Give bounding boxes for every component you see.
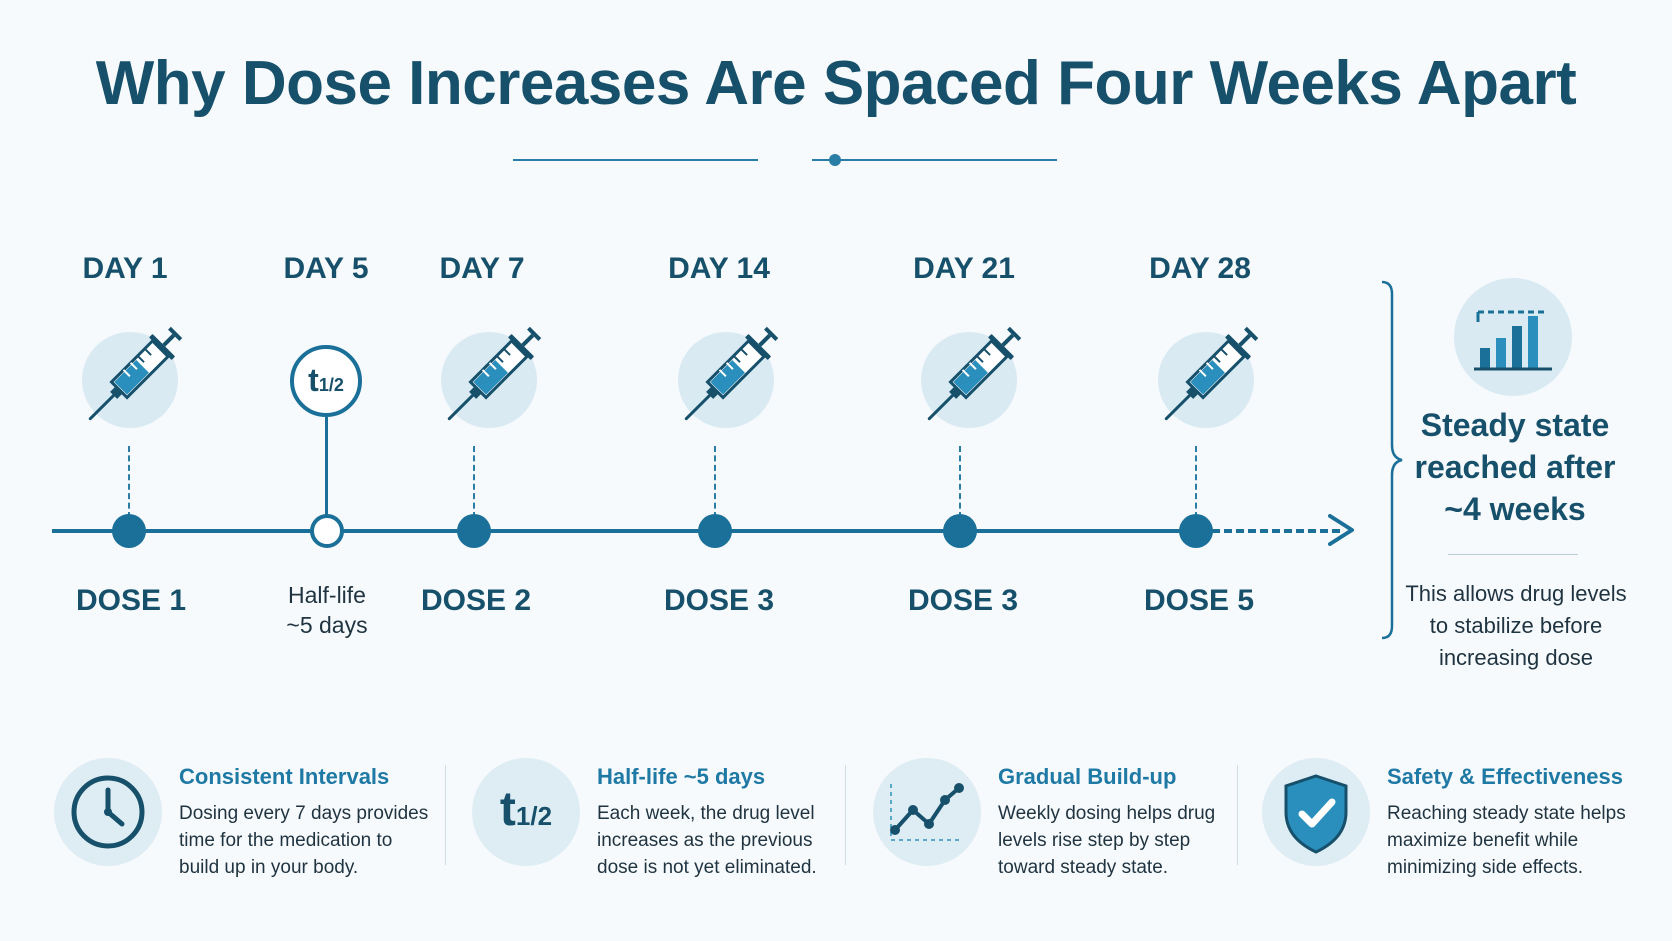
summary-divider xyxy=(1448,554,1578,555)
dose-label: DOSE 3 xyxy=(663,584,775,617)
syringe-icon xyxy=(88,326,183,421)
card-title: Safety & Effectiveness xyxy=(1387,764,1623,789)
summary-text: This allows drug levels to stabilize bef… xyxy=(1405,581,1627,670)
clock-icon xyxy=(71,775,145,849)
dose-label: DOSE 5 xyxy=(1143,584,1255,617)
card-separator xyxy=(1237,765,1238,865)
trend-line-icon xyxy=(890,783,964,841)
dose-label: DOSE 2 xyxy=(420,584,532,617)
dose-connector xyxy=(473,446,475,518)
half-life-connector xyxy=(325,417,328,517)
dose-node xyxy=(112,514,146,548)
syringe-icon xyxy=(927,326,1022,421)
summary-brace xyxy=(1381,280,1403,640)
bar-chart-icon xyxy=(1474,310,1552,371)
half-life-node xyxy=(310,514,344,548)
day-label: DAY 7 xyxy=(439,252,525,285)
syringe-icon xyxy=(1164,326,1259,421)
day-label: DAY 21 xyxy=(913,252,1015,285)
card-title: Gradual Build-up xyxy=(998,764,1177,789)
title-divider-left xyxy=(513,159,758,161)
dose-connector xyxy=(128,446,130,518)
day-label: DAY 5 xyxy=(283,252,369,285)
syringe-icon xyxy=(447,326,542,421)
card-body: Each week, the drug level increases as t… xyxy=(597,803,817,878)
day-label: DAY 1 xyxy=(82,252,168,285)
half-life-icon: t1/2 xyxy=(290,345,362,417)
card-icon-background xyxy=(472,758,580,866)
card-body: Weekly dosing helps drug levels rise ste… xyxy=(998,803,1216,878)
dose-node xyxy=(698,514,732,548)
card-separator xyxy=(845,765,846,865)
dose-node xyxy=(457,514,491,548)
timeline-axis xyxy=(52,529,1209,533)
shield-check-icon xyxy=(1284,774,1348,854)
card-body: Dosing every 7 days provides time for th… xyxy=(179,803,429,878)
card-title: Half-life ~5 days xyxy=(597,764,766,789)
summary-title: Steady state reached after ~4 weeks xyxy=(1414,407,1616,527)
dose-connector xyxy=(959,446,961,518)
dose-node xyxy=(943,514,977,548)
dose-node xyxy=(1179,514,1213,548)
dose-label: DOSE 1 xyxy=(75,584,187,617)
title-divider-right xyxy=(812,159,1057,161)
half-life-icon: t1/2 xyxy=(499,783,553,836)
half-life-label: Half-life ~5 days xyxy=(286,582,368,638)
syringe-icon xyxy=(684,326,779,421)
dose-connector xyxy=(1195,446,1197,518)
card-separator xyxy=(445,765,446,865)
day-label: DAY 28 xyxy=(1149,252,1251,285)
timeline-arrow-icon xyxy=(1328,514,1354,546)
card-title: Consistent Intervals xyxy=(179,764,390,789)
day-label: DAY 14 xyxy=(668,252,770,285)
page-title: Why Dose Increases Are Spaced Four Weeks… xyxy=(95,49,1577,118)
timeline-axis-extension xyxy=(1212,529,1340,533)
dose-connector xyxy=(714,446,716,518)
card-body: Reaching steady state helps maximize ben… xyxy=(1387,803,1626,878)
dose-label: DOSE 3 xyxy=(907,584,1019,617)
